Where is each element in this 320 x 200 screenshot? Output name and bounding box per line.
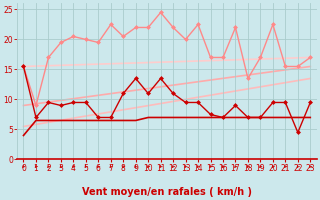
X-axis label: Vent moyen/en rafales ( km/h ): Vent moyen/en rafales ( km/h ) <box>82 187 252 197</box>
